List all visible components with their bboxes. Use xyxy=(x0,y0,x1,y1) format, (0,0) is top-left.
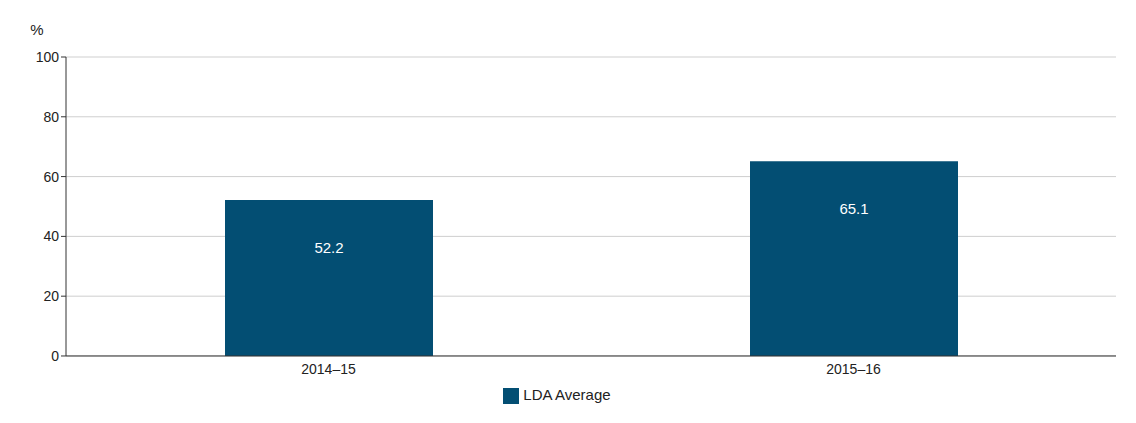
svg-text:0: 0 xyxy=(51,348,59,364)
svg-text:60: 60 xyxy=(43,169,59,185)
svg-text:%: % xyxy=(30,21,43,38)
svg-text:100: 100 xyxy=(36,49,60,65)
svg-text:20: 20 xyxy=(43,288,59,304)
svg-text:2014–15: 2014–15 xyxy=(301,361,356,377)
svg-text:65.1: 65.1 xyxy=(839,200,868,217)
svg-text:2015–16: 2015–16 xyxy=(826,361,881,377)
svg-text:80: 80 xyxy=(43,109,59,125)
svg-text:52.2: 52.2 xyxy=(314,239,343,256)
html-text:LDA Average: LDA Average xyxy=(523,386,611,403)
svg-text:40: 40 xyxy=(43,228,59,244)
